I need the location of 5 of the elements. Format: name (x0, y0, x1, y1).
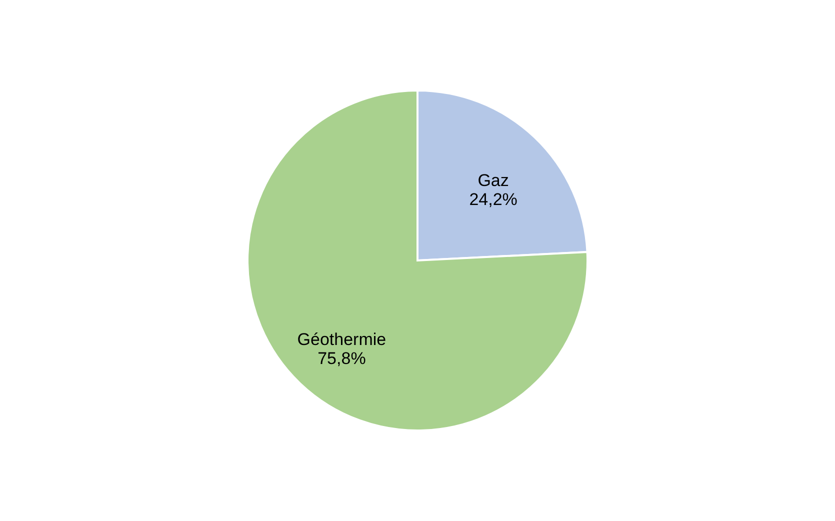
slice-label: Géothermie (297, 330, 386, 350)
data-label: 75,8% (318, 349, 366, 368)
pie-slice (246, 90, 588, 432)
slice-label: Gaz (478, 170, 509, 190)
data-label: 24,2% (469, 190, 518, 209)
